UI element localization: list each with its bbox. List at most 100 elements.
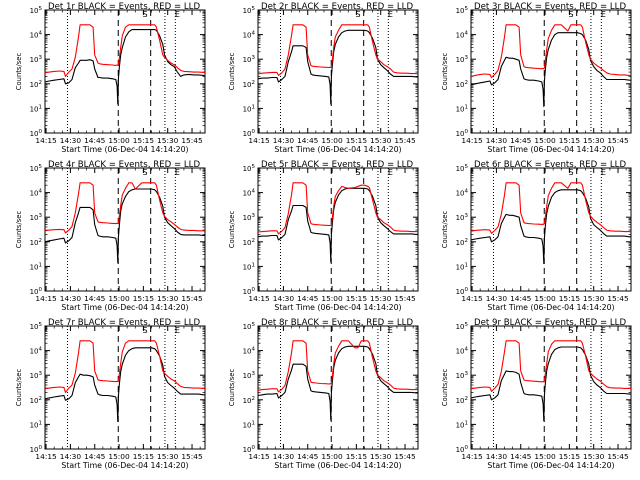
y-tick-label: 100 [456, 445, 469, 454]
x-tick-label: 14:45 [84, 136, 106, 145]
x-tick-label: 15:45 [181, 294, 203, 303]
y-tick-label: 102 [30, 238, 42, 247]
x-tick-label: 14:15 [35, 136, 57, 145]
y-axis-label: Counts/sec [228, 211, 236, 249]
panel-title: Det 7r BLACK = Events, RED = LLD [48, 318, 200, 328]
lld-series-line [44, 24, 206, 77]
x-tick-label: 15:15 [133, 452, 155, 461]
y-tick-label: 101 [456, 420, 468, 429]
x-tick-label: 15:15 [346, 136, 368, 145]
x-tick-label: 15:00 [321, 136, 343, 145]
x-tick-label: 14:30 [60, 136, 82, 145]
start-marker-label: S [142, 168, 147, 177]
end-marker-label: E [175, 10, 180, 19]
panel-title: Det 2r BLACK = Events, RED = LLD [261, 2, 413, 12]
x-tick-label: 14:45 [84, 452, 106, 461]
y-tick-label: 100 [30, 445, 43, 454]
events-series-line [470, 189, 631, 265]
panel-title: Det 8r BLACK = Events, RED = LLD [261, 318, 413, 328]
x-tick-label: 14:30 [273, 136, 295, 145]
x-tick-label: 14:30 [486, 136, 508, 145]
x-tick-label: 15:45 [394, 294, 416, 303]
y-tick-label: 101 [243, 420, 255, 429]
x-tick-label: 14:15 [461, 136, 483, 145]
y-axis-label: Counts/sec [228, 369, 236, 407]
x-tick-label: 15:30 [157, 452, 179, 461]
panel-title: Det 5r BLACK = Events, RED = LLD [261, 160, 413, 170]
y-tick-label: 104 [243, 189, 256, 198]
x-tick-label: 15:45 [394, 136, 416, 145]
x-tick-label: 14:30 [60, 452, 82, 461]
y-tick-label: 101 [243, 262, 255, 271]
lld-series-line [257, 182, 419, 235]
x-axis-label: Start Time (06-Dec-04 14:14:20) [61, 145, 188, 154]
x-tick-label: 14:15 [461, 294, 483, 303]
x-tick-label: 14:30 [60, 294, 82, 303]
end-marker-label: E [601, 168, 606, 177]
x-tick-label: 14:15 [248, 452, 270, 461]
start-marker-label: S [568, 168, 573, 177]
y-tick-label: 102 [243, 80, 255, 89]
end-marker-label: E [388, 326, 393, 335]
plot-frame [44, 167, 206, 292]
events-series-line [44, 347, 205, 423]
plot-frame [470, 325, 632, 450]
y-tick-label: 102 [456, 80, 468, 89]
y-tick-label: 103 [456, 55, 469, 64]
x-tick-label: 15:30 [583, 294, 605, 303]
y-tick-label: 101 [30, 262, 42, 271]
y-axis-label: Counts/sec [441, 369, 449, 407]
y-tick-label: 101 [456, 104, 468, 113]
end-marker-label: E [388, 10, 393, 19]
x-tick-label: 15:30 [370, 294, 392, 303]
y-tick-label: 103 [243, 55, 256, 64]
x-tick-label: 15:45 [181, 452, 203, 461]
x-tick-label: 14:45 [297, 452, 319, 461]
x-tick-label: 15:30 [157, 136, 179, 145]
x-tick-label: 15:15 [559, 136, 581, 145]
x-tick-label: 15:15 [346, 452, 368, 461]
y-tick-label: 105 [30, 164, 43, 173]
start-marker-label: S [142, 10, 147, 19]
plot-frame [44, 9, 206, 134]
y-axis-label: Counts/sec [441, 53, 449, 91]
x-tick-label: 14:45 [297, 294, 319, 303]
y-axis-label: Counts/sec [15, 211, 23, 249]
plot-frame [257, 9, 419, 134]
y-tick-label: 103 [30, 213, 43, 222]
y-tick-label: 104 [30, 31, 43, 40]
y-axis-label: Counts/sec [15, 53, 23, 91]
x-tick-label: 15:30 [370, 452, 392, 461]
lld-series-line [44, 340, 206, 393]
x-tick-label: 14:45 [84, 294, 106, 303]
x-tick-label: 15:15 [559, 452, 581, 461]
x-axis-label: Start Time (06-Dec-04 14:14:20) [274, 461, 401, 470]
y-tick-label: 100 [456, 287, 469, 296]
y-tick-label: 102 [243, 396, 255, 405]
y-tick-label: 105 [243, 6, 256, 15]
plot-frame [470, 167, 632, 292]
lld-series-line [470, 340, 632, 392]
start-marker-label: S [355, 10, 360, 19]
end-marker-label: E [601, 10, 606, 19]
y-tick-label: 100 [30, 129, 43, 138]
lld-series-line [470, 24, 631, 79]
y-tick-label: 103 [30, 371, 43, 380]
x-axis-label: Start Time (06-Dec-04 14:14:20) [487, 303, 614, 312]
y-tick-label: 103 [456, 213, 469, 222]
x-tick-label: 15:15 [559, 294, 581, 303]
end-marker-label: E [175, 326, 180, 335]
events-series-line [44, 188, 205, 264]
y-tick-label: 101 [30, 104, 42, 113]
x-axis-label: Start Time (06-Dec-04 14:14:20) [487, 145, 614, 154]
events-series-line [470, 346, 631, 422]
panel-title: Det 1r BLACK = Events, RED = LLD [48, 2, 200, 12]
y-tick-label: 102 [30, 396, 42, 405]
y-tick-label: 102 [456, 396, 468, 405]
y-tick-label: 103 [456, 371, 469, 380]
start-marker-label: S [568, 326, 573, 335]
